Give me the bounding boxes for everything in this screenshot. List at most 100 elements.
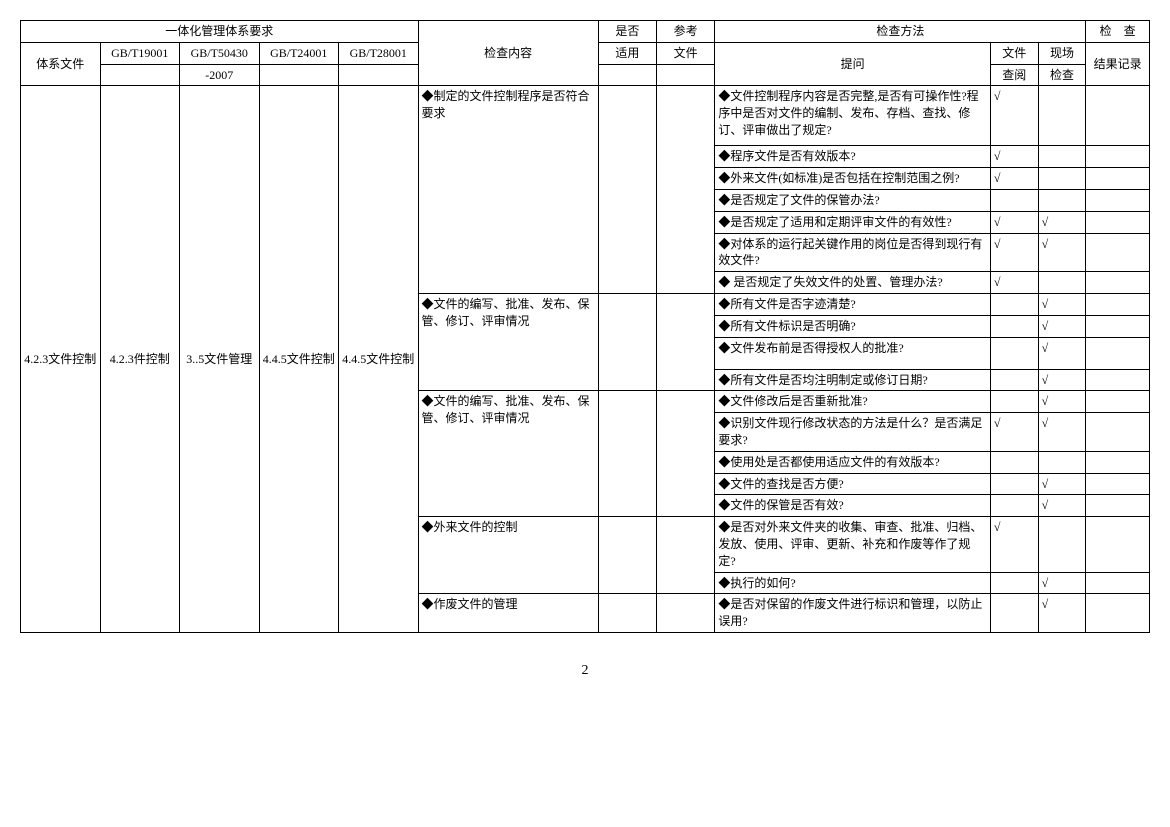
question-cell: ◆文件控制程序内容是否完整,是否有可操作性?程序中是否对文件的编制、发布、存档、…	[715, 86, 991, 146]
site-cell: √	[1038, 369, 1086, 391]
table-row: 4.2.3文件控制 4.2.3件控制 3..5文件管理 4.4.5文件控制 4.…	[21, 86, 1150, 146]
site-cell	[1038, 168, 1086, 190]
app-cell	[598, 517, 656, 594]
doc-cell: √	[990, 168, 1038, 190]
header-gb19001-2	[100, 64, 180, 86]
result-cell	[1086, 594, 1150, 633]
result-cell	[1086, 86, 1150, 146]
site-cell: √	[1038, 293, 1086, 315]
header-gb19001: GB/T19001	[100, 42, 180, 64]
result-cell	[1086, 233, 1150, 272]
question-cell: ◆是否规定了适用和定期评审文件的有效性?	[715, 211, 991, 233]
std-col5: 4.4.5文件控制	[339, 86, 419, 633]
doc-cell	[990, 594, 1038, 633]
doc-cell	[990, 473, 1038, 495]
question-cell: ◆所有文件标识是否明确?	[715, 315, 991, 337]
site-cell	[1038, 272, 1086, 294]
ref-cell	[657, 391, 715, 517]
doc-cell	[990, 189, 1038, 211]
doc-cell	[990, 315, 1038, 337]
content-cell: ◆文件的编写、批准、发布、保管、修订、评审情况	[418, 293, 598, 390]
header-site-check: 现场	[1038, 42, 1086, 64]
header-gb24001: GB/T24001	[259, 42, 339, 64]
result-cell	[1086, 451, 1150, 473]
question-cell: ◆文件修改后是否重新批准?	[715, 391, 991, 413]
app-cell	[598, 391, 656, 517]
doc-cell	[990, 391, 1038, 413]
header-gb28001: GB/T28001	[339, 42, 419, 64]
app-cell	[598, 594, 656, 633]
doc-cell	[990, 293, 1038, 315]
question-cell: ◆执行的如何?	[715, 572, 991, 594]
result-cell	[1086, 146, 1150, 168]
result-cell	[1086, 473, 1150, 495]
result-cell	[1086, 211, 1150, 233]
doc-cell: √	[990, 272, 1038, 294]
question-cell: ◆文件的查找是否方便?	[715, 473, 991, 495]
site-cell: √	[1038, 473, 1086, 495]
ref-cell	[657, 594, 715, 633]
header-doc-review: 文件	[990, 42, 1038, 64]
header-refdoc3	[657, 64, 715, 86]
std-col3: 3..5文件管理	[180, 86, 260, 633]
doc-cell: √	[990, 86, 1038, 146]
result-cell	[1086, 391, 1150, 413]
question-cell: ◆是否对保留的作废文件进行标识和管理，以防止误用?	[715, 594, 991, 633]
question-cell: ◆外来文件(如标准)是否包括在控制范围之例?	[715, 168, 991, 190]
site-cell: √	[1038, 594, 1086, 633]
page-number: 2	[20, 663, 1150, 679]
question-cell: ◆文件的保管是否有效?	[715, 495, 991, 517]
question-cell: ◆是否规定了文件的保管办法?	[715, 189, 991, 211]
doc-cell	[990, 495, 1038, 517]
doc-cell	[990, 369, 1038, 391]
result-cell	[1086, 369, 1150, 391]
site-cell: √	[1038, 495, 1086, 517]
doc-cell	[990, 572, 1038, 594]
doc-cell: √	[990, 146, 1038, 168]
content-cell: ◆作废文件的管理	[418, 594, 598, 633]
header-refdoc: 参考	[657, 21, 715, 43]
header-applicable2: 适用	[598, 42, 656, 64]
header-system-req: 一体化管理体系要求	[21, 21, 419, 43]
site-cell	[1038, 189, 1086, 211]
std-col1: 4.2.3文件控制	[21, 86, 101, 633]
app-cell	[598, 293, 656, 390]
site-cell: √	[1038, 315, 1086, 337]
question-cell: ◆文件发布前是否得授权人的批准?	[715, 337, 991, 369]
header-row-1: 一体化管理体系要求 检查内容 是否 参考 检查方法 检 查	[21, 21, 1150, 43]
header-refdoc2: 文件	[657, 42, 715, 64]
site-cell	[1038, 517, 1086, 572]
header-doc-system: 体系文件	[21, 42, 101, 86]
ref-cell	[657, 86, 715, 294]
doc-cell: √	[990, 517, 1038, 572]
header-question: 提问	[715, 42, 991, 86]
doc-cell	[990, 337, 1038, 369]
site-cell	[1038, 451, 1086, 473]
ref-cell	[657, 293, 715, 390]
header-gb24001-2	[259, 64, 339, 86]
doc-cell: √	[990, 413, 1038, 452]
content-cell: ◆文件的编写、批准、发布、保管、修订、评审情况	[418, 391, 598, 517]
question-cell: ◆所有文件是否均注明制定或修订日期?	[715, 369, 991, 391]
result-cell	[1086, 495, 1150, 517]
site-cell: √	[1038, 233, 1086, 272]
result-cell	[1086, 272, 1150, 294]
app-cell	[598, 86, 656, 294]
result-cell	[1086, 337, 1150, 369]
result-cell	[1086, 168, 1150, 190]
header-site-check2: 检查	[1038, 64, 1086, 86]
header-applicable3	[598, 64, 656, 86]
header-result: 检 查	[1086, 21, 1150, 43]
doc-cell: √	[990, 211, 1038, 233]
header-applicable: 是否	[598, 21, 656, 43]
site-cell: √	[1038, 391, 1086, 413]
std-col2: 4.2.3件控制	[100, 86, 180, 633]
ref-cell	[657, 517, 715, 594]
result-cell	[1086, 189, 1150, 211]
result-cell	[1086, 517, 1150, 572]
header-check-method: 检查方法	[715, 21, 1086, 43]
question-cell: ◆对体系的运行起关键作用的岗位是否得到现行有效文件?	[715, 233, 991, 272]
header-gb50430-2: -2007	[180, 64, 260, 86]
doc-cell: √	[990, 233, 1038, 272]
site-cell	[1038, 86, 1086, 146]
